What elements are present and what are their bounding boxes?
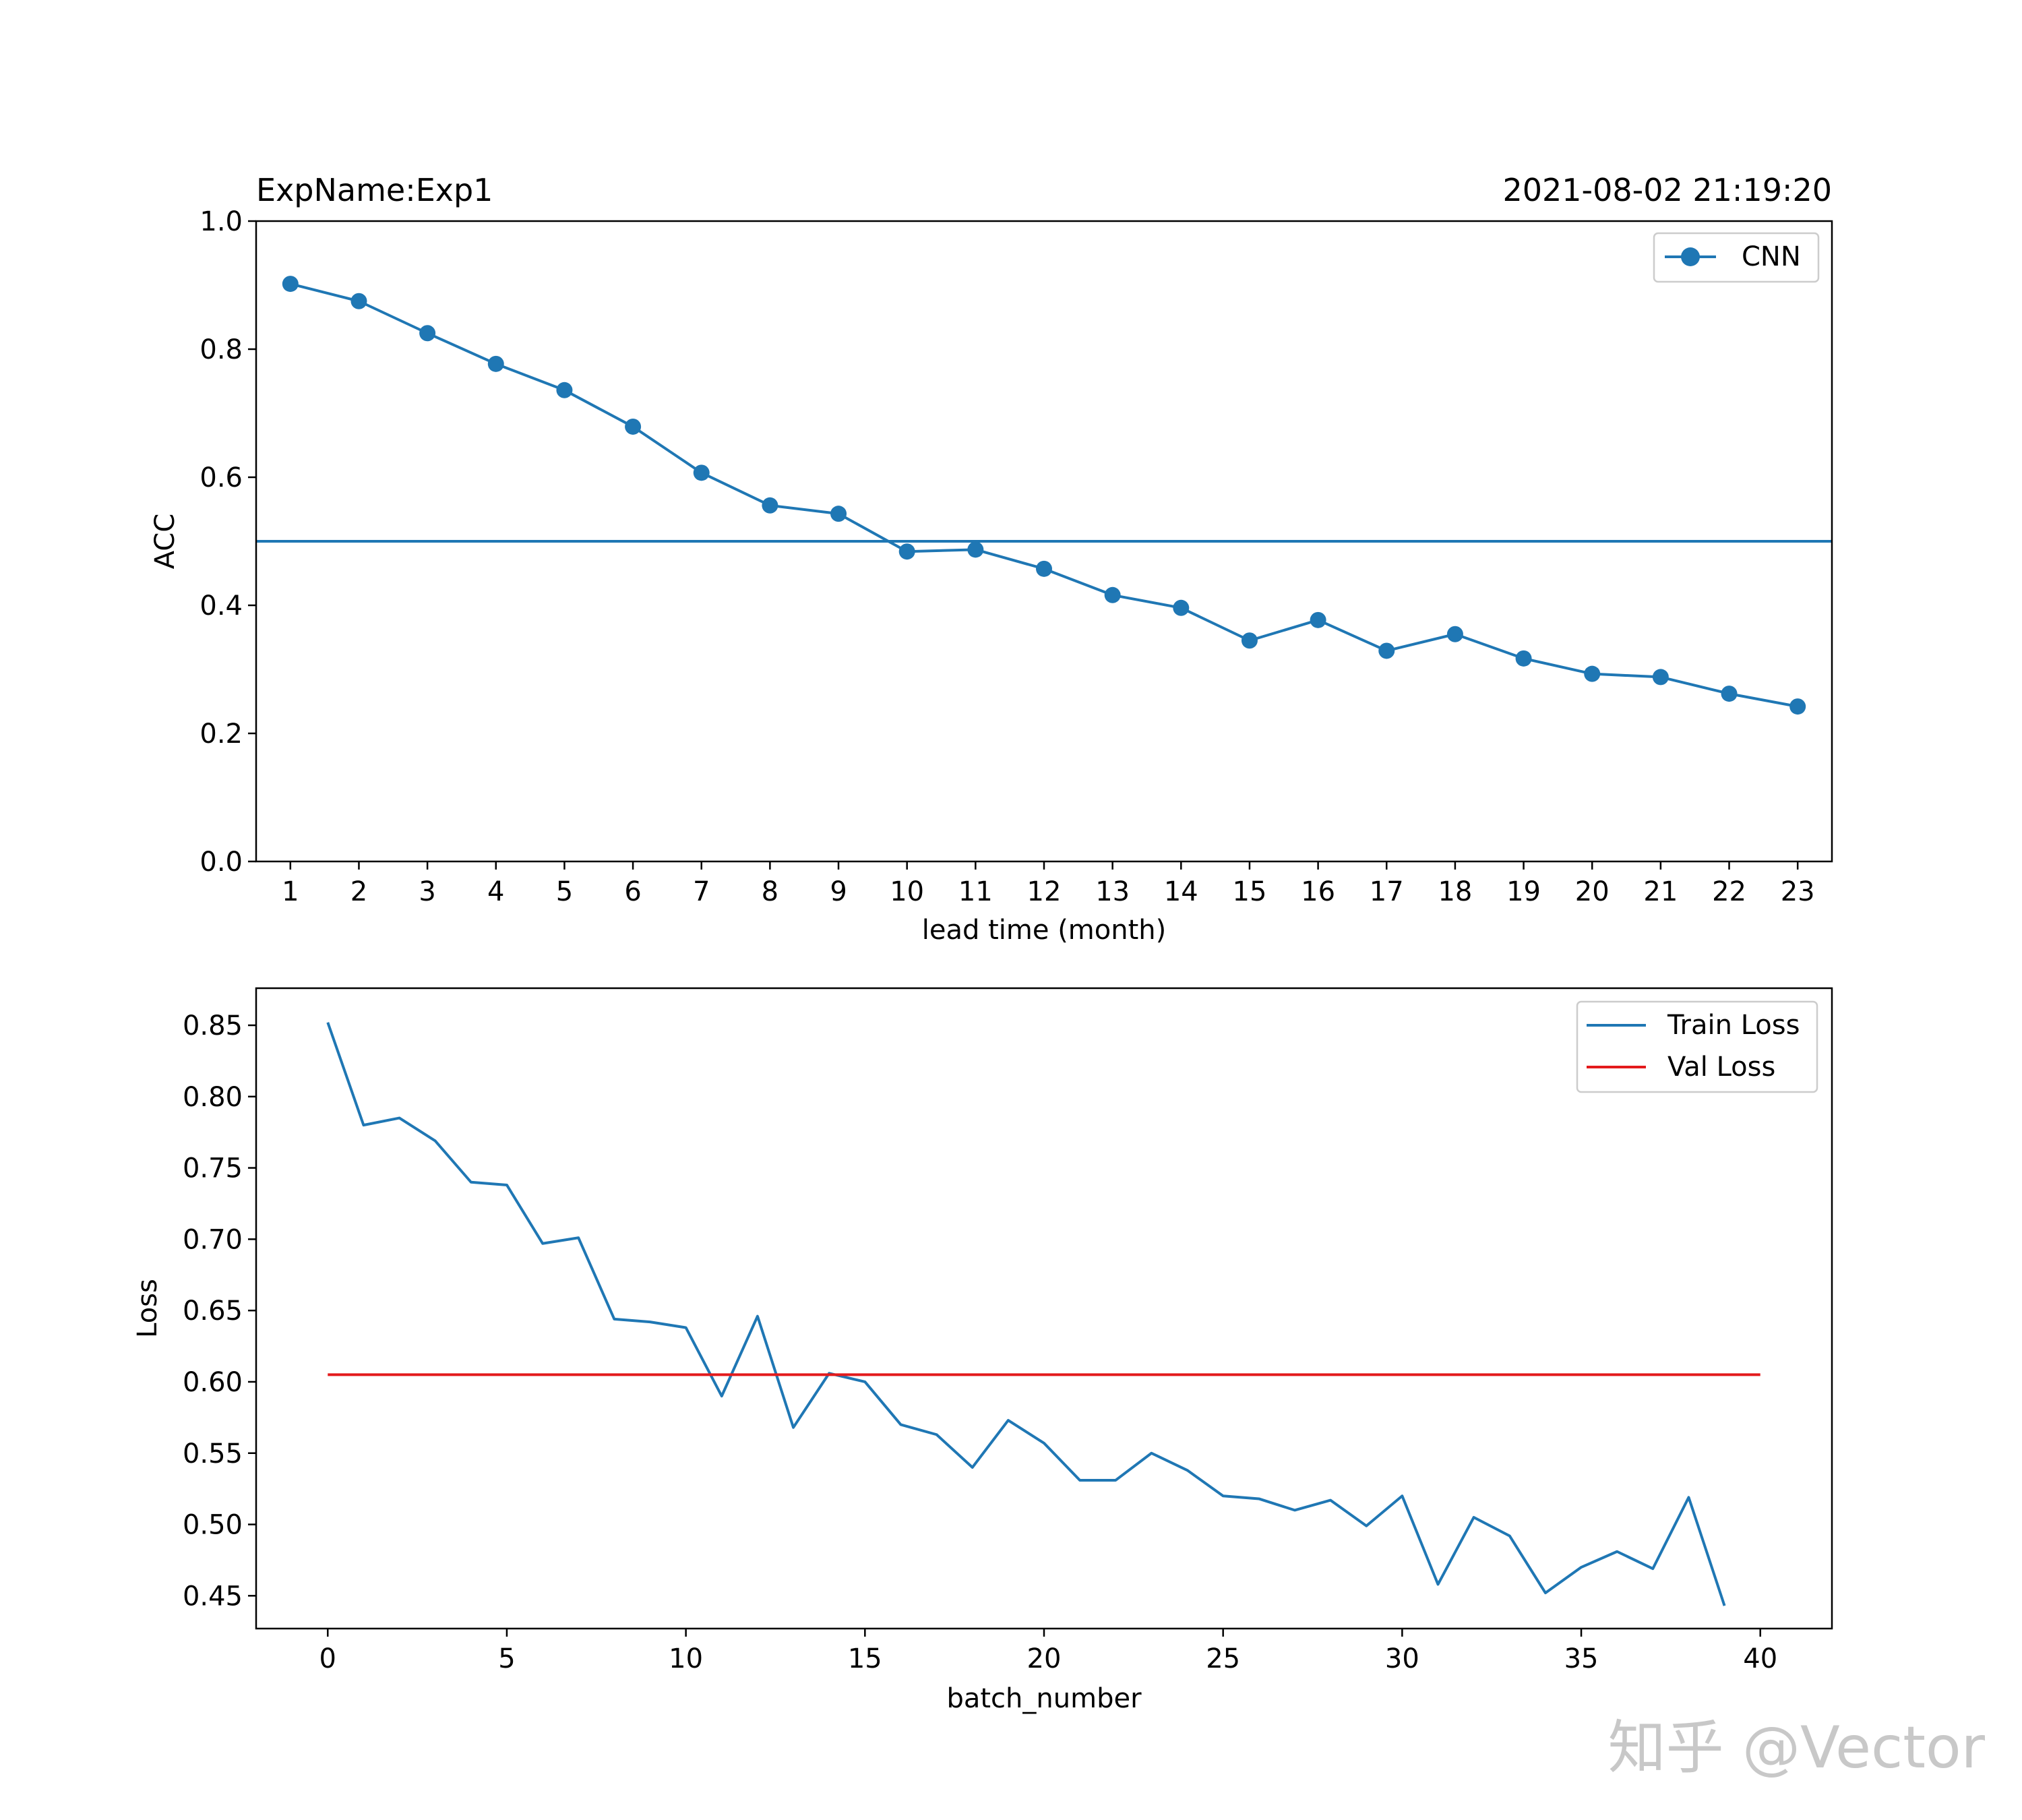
loss-x-tick-label: 15 [848, 1643, 882, 1674]
loss-y-axis-label: Loss [132, 1279, 163, 1338]
acc-data-point [762, 497, 778, 514]
acc-data-point [1721, 686, 1738, 702]
loss-x-tick-label: 35 [1564, 1643, 1599, 1674]
acc-x-tick-label: 8 [762, 876, 778, 907]
acc-x-tick-label: 15 [1233, 876, 1267, 907]
loss-chart: 0.45 0.50 0.55 0.60 0.65 0.70 0.75 0.80 0.85 0 5 1… [132, 987, 1833, 1714]
acc-x-tick-label: 9 [830, 876, 847, 907]
acc-data-point [898, 543, 915, 560]
acc-x-ticks: 1 2 3 4 5 6 7 8 9 10 11 12 13 14 15 16 17 18 19 20 21 22 23 [282, 861, 1815, 907]
acc-data-point [1652, 669, 1669, 686]
acc-chart: ExpName:Exp1 2021-08-02 21:19:20 0.00.20… [150, 172, 1833, 946]
acc-data-point [967, 541, 984, 558]
acc-x-tick-label: 4 [487, 876, 504, 907]
acc-data-point [1173, 599, 1190, 616]
acc-x-tick-label: 12 [1027, 876, 1062, 907]
acc-x-tick-label: 11 [958, 876, 993, 907]
acc-series [282, 276, 1806, 715]
acc-data-point [1378, 642, 1395, 659]
acc-x-tick-label: 14 [1164, 876, 1198, 907]
acc-y-tick-label: 0.0 [200, 847, 243, 878]
loss-y-tick-label: 0.85 [183, 1010, 243, 1041]
acc-data-point [556, 382, 573, 398]
loss-x-tick-label: 20 [1027, 1643, 1062, 1674]
acc-data-point [1789, 698, 1806, 715]
acc-data-point [830, 506, 847, 522]
loss-x-tick-label: 25 [1206, 1643, 1240, 1674]
acc-chart-title-right: 2021-08-02 21:19:20 [1502, 172, 1832, 208]
acc-x-tick-label: 18 [1438, 876, 1472, 907]
loss-y-tick-label: 0.45 [183, 1581, 243, 1612]
acc-x-tick-label: 3 [419, 876, 435, 907]
acc-y-tick-label: 1.0 [200, 206, 243, 237]
acc-legend-box [1653, 232, 1820, 283]
loss-y-tick-label: 0.70 [183, 1224, 243, 1255]
acc-x-tick-label: 2 [350, 876, 367, 907]
acc-y-tick-label: 0.8 [200, 334, 243, 365]
loss-x-tick-label: 5 [498, 1643, 515, 1674]
acc-data-point [625, 418, 642, 435]
loss-series-line-train-loss [326, 1022, 1726, 1606]
watermark: 知乎 @Vector [1608, 1714, 1986, 1782]
loss-x-tick-label: 30 [1385, 1643, 1419, 1674]
loss-y-tick-label: 0.75 [183, 1153, 243, 1184]
loss-y-tick-label: 0.55 [183, 1438, 243, 1469]
loss-y-tick-label: 0.80 [183, 1082, 243, 1113]
acc-data-point [1515, 650, 1532, 667]
acc-x-tick-label: 16 [1301, 876, 1335, 907]
acc-y-axis-label: ACC [150, 514, 181, 570]
loss-plot-frame [255, 987, 1833, 1630]
acc-y-tick-label: 0.4 [200, 590, 243, 621]
acc-data-point [282, 276, 299, 293]
loss-y-ticks: 0.45 0.50 0.55 0.60 0.65 0.70 0.75 0.80 0.85 [183, 1010, 256, 1612]
acc-series-line-cnn [290, 282, 1798, 708]
acc-y-ticks: 0.0 0.2 0.4 0.6 0.8 1.0 [200, 206, 256, 878]
acc-plot-frame [255, 220, 1833, 863]
loss-x-tick-label: 0 [319, 1643, 336, 1674]
loss-y-tick-label: 0.65 [183, 1296, 243, 1327]
acc-x-tick-label: 13 [1095, 876, 1130, 907]
acc-x-tick-label: 10 [890, 876, 924, 907]
loss-series [326, 1022, 1760, 1606]
acc-data-point [419, 325, 436, 342]
acc-data-point [1241, 632, 1258, 649]
acc-data-point [350, 293, 367, 309]
acc-x-tick-label: 20 [1575, 876, 1610, 907]
acc-y-tick-label: 0.2 [200, 719, 243, 750]
loss-x-tick-label: 40 [1743, 1643, 1777, 1674]
loss-x-ticks: 0 5 10 15 20 25 30 35 40 [319, 1629, 1777, 1674]
acc-data-point [693, 464, 710, 481]
acc-x-tick-label: 22 [1712, 876, 1746, 907]
acc-data-point [1446, 626, 1463, 642]
acc-x-tick-label: 1 [282, 876, 299, 907]
acc-x-axis-label: lead time (month) [922, 915, 1166, 946]
loss-y-tick-label: 0.50 [183, 1510, 243, 1541]
acc-data-point [1310, 611, 1326, 628]
acc-data-point [1104, 586, 1121, 603]
acc-x-tick-label: 7 [693, 876, 710, 907]
acc-legend-marker-cnn [1681, 247, 1700, 266]
loss-legend-label-train: Train Loss [1667, 1010, 1800, 1041]
acc-x-tick-label: 21 [1643, 876, 1678, 907]
acc-data-point [1036, 560, 1052, 577]
acc-x-tick-label: 5 [556, 876, 573, 907]
loss-x-tick-label: 10 [669, 1643, 703, 1674]
acc-data-point [1584, 665, 1601, 682]
acc-x-tick-label: 19 [1506, 876, 1541, 907]
acc-chart-title-left: ExpName:Exp1 [256, 172, 493, 208]
loss-legend-label-val: Val Loss [1667, 1052, 1775, 1083]
loss-x-axis-label: batch_number [946, 1683, 1142, 1714]
acc-x-tick-label: 6 [624, 876, 641, 907]
acc-x-tick-label: 17 [1370, 876, 1404, 907]
loss-legend: Train Loss Val Loss [1576, 1000, 1818, 1093]
acc-x-tick-label: 23 [1781, 876, 1815, 907]
acc-y-tick-label: 0.6 [200, 462, 243, 493]
loss-y-tick-label: 0.60 [183, 1367, 243, 1398]
acc-legend-label-cnn: CNN [1742, 241, 1801, 272]
acc-legend: CNN [1653, 232, 1820, 283]
acc-data-point [487, 355, 504, 372]
